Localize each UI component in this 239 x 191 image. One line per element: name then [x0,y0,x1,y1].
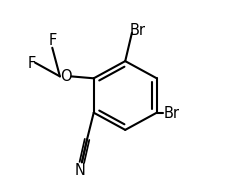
Text: Br: Br [163,106,179,121]
Text: F: F [48,33,56,48]
Text: F: F [28,56,36,70]
Text: O: O [60,69,71,84]
Text: N: N [75,163,86,178]
Text: Br: Br [130,23,146,38]
